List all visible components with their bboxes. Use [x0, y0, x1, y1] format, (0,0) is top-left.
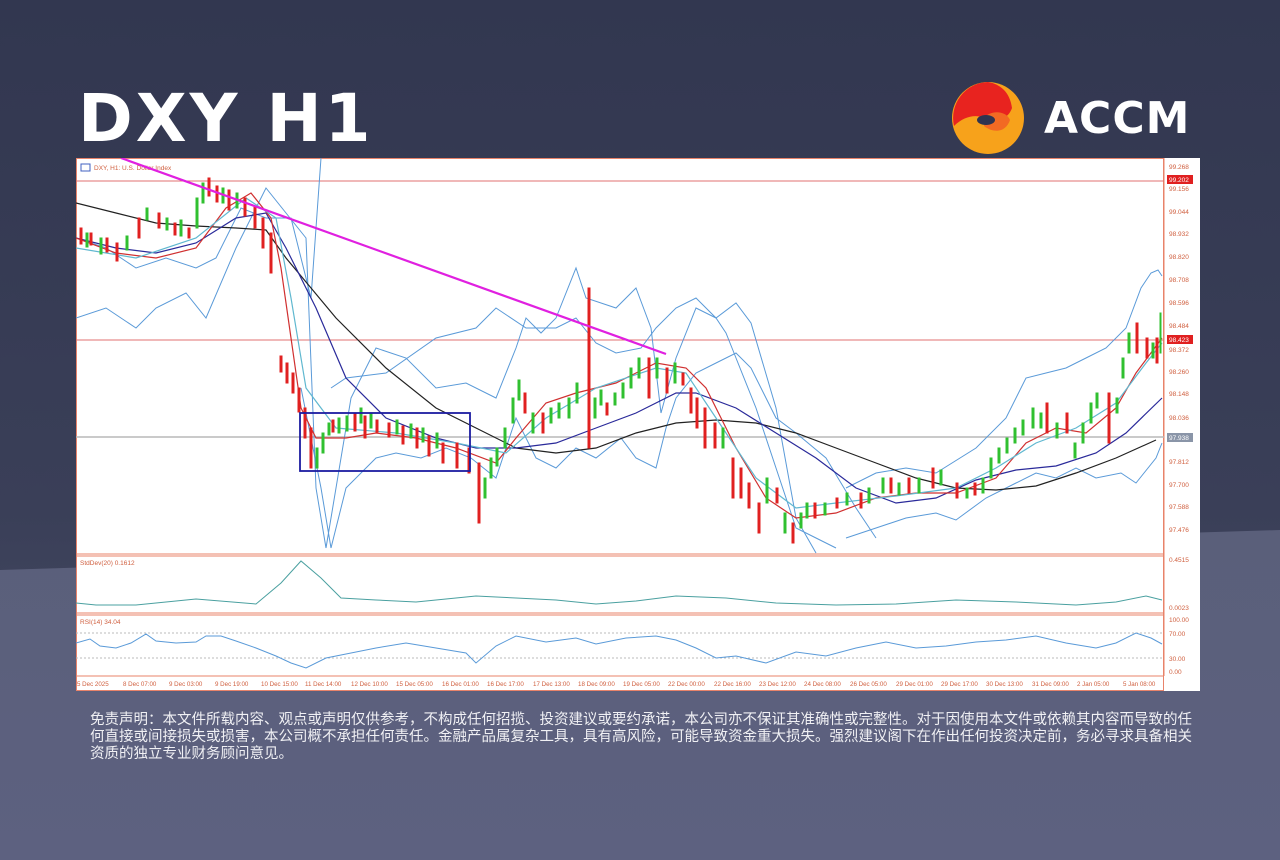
price-label-99202: 99.202 [1167, 175, 1193, 184]
svg-text:98.372: 98.372 [1169, 347, 1189, 354]
page-title: DXY H1 [78, 80, 374, 157]
svg-text:5 Dec 2025: 5 Dec 2025 [77, 681, 109, 688]
svg-text:99.268: 99.268 [1169, 164, 1189, 171]
trendline[interactable] [120, 156, 667, 356]
svg-text:98.820: 98.820 [1169, 254, 1189, 261]
svg-text:97.938: 97.938 [1169, 435, 1189, 442]
svg-text:StdDev(20) 0.1612: StdDev(20) 0.1612 [80, 560, 135, 567]
svg-text:24 Dec 08:00: 24 Dec 08:00 [804, 681, 841, 688]
svg-text:97.812: 97.812 [1169, 459, 1189, 466]
svg-text:19 Dec 05:00: 19 Dec 05:00 [623, 681, 660, 688]
rsi-pane: RSI(14) 34.04 100.00 70.00 30.00 0.00 [75, 617, 1189, 676]
svg-text:29 Dec 01:00: 29 Dec 01:00 [896, 681, 933, 688]
svg-text:0.00: 0.00 [1169, 669, 1182, 676]
svg-text:98.932: 98.932 [1169, 231, 1189, 238]
svg-text:98.423: 98.423 [1169, 337, 1189, 344]
svg-text:29 Dec 17:00: 29 Dec 17:00 [941, 681, 978, 688]
chart-canvas: DXY, H1: U.S. Dollar Index [75, 156, 1193, 691]
svg-text:31 Dec 09:00: 31 Dec 09:00 [1032, 681, 1069, 688]
svg-text:22 Dec 00:00: 22 Dec 00:00 [668, 681, 705, 688]
svg-text:99.044: 99.044 [1169, 209, 1189, 216]
stddev-pane: StdDev(20) 0.1612 0.4515 0.0023 [75, 557, 1189, 612]
svg-text:98.148: 98.148 [1169, 391, 1189, 398]
svg-text:97.476: 97.476 [1169, 527, 1189, 534]
svg-text:70.00: 70.00 [1169, 631, 1186, 638]
svg-text:RSI(14) 34.04: RSI(14) 34.04 [80, 619, 121, 626]
svg-text:12 Dec 10:00: 12 Dec 10:00 [351, 681, 388, 688]
svg-text:2 Jan 05:00: 2 Jan 05:00 [1077, 681, 1110, 688]
candlesticks [79, 177, 1162, 544]
bollinger-bands [75, 157, 1163, 554]
svg-text:0.4515: 0.4515 [1169, 557, 1189, 564]
brand-name: ACCM [1044, 92, 1191, 144]
svg-text:11 Dec 14:00: 11 Dec 14:00 [305, 681, 342, 688]
svg-text:8 Dec 07:00: 8 Dec 07:00 [123, 681, 157, 688]
svg-text:30 Dec 13:00: 30 Dec 13:00 [986, 681, 1023, 688]
svg-text:98.260: 98.260 [1169, 369, 1189, 376]
price-axis: 99.268 99.156 99.044 98.932 98.820 98.70… [1169, 164, 1189, 534]
symbol-label: DXY, H1: U.S. Dollar Index [80, 163, 172, 172]
svg-text:97.700: 97.700 [1169, 482, 1189, 489]
svg-text:9 Dec 19:00: 9 Dec 19:00 [215, 681, 249, 688]
svg-text:30.00: 30.00 [1169, 656, 1186, 663]
svg-text:23 Dec 12:00: 23 Dec 12:00 [759, 681, 796, 688]
svg-text:100.00: 100.00 [1169, 617, 1189, 624]
svg-text:DXY, H1: U.S. Dollar Index: DXY, H1: U.S. Dollar Index [94, 165, 172, 172]
consolidation-box[interactable] [299, 412, 471, 472]
svg-text:98.036: 98.036 [1169, 415, 1189, 422]
svg-text:98.484: 98.484 [1169, 323, 1189, 330]
svg-text:18 Dec 09:00: 18 Dec 09:00 [578, 681, 615, 688]
accm-logo-icon [952, 82, 1024, 154]
svg-text:97.588: 97.588 [1169, 504, 1189, 511]
svg-text:26 Dec 05:00: 26 Dec 05:00 [850, 681, 887, 688]
svg-text:10 Dec 15:00: 10 Dec 15:00 [261, 681, 298, 688]
svg-text:22 Dec 16:00: 22 Dec 16:00 [714, 681, 751, 688]
svg-text:16 Dec 01:00: 16 Dec 01:00 [442, 681, 479, 688]
price-label-98423: 98.423 [1167, 335, 1193, 344]
svg-text:15 Dec 05:00: 15 Dec 05:00 [396, 681, 433, 688]
svg-text:16 Dec 17:00: 16 Dec 17:00 [487, 681, 524, 688]
svg-text:17 Dec 13:00: 17 Dec 13:00 [533, 681, 570, 688]
disclaimer-text: 免责声明：本文件所载内容、观点或声明仅供参考，不构成任何招揽、投资建议或要约承诺… [90, 712, 1192, 762]
svg-text:98.596: 98.596 [1169, 300, 1189, 307]
svg-text:0.0023: 0.0023 [1169, 605, 1189, 612]
svg-text:5 Jan 08:00: 5 Jan 08:00 [1123, 681, 1156, 688]
svg-text:99.156: 99.156 [1169, 186, 1189, 193]
price-chart[interactable]: DXY, H1: U.S. Dollar Index [75, 156, 1200, 691]
svg-text:98.708: 98.708 [1169, 277, 1189, 284]
price-label-current: 97.938 [1167, 433, 1193, 442]
ma-black [75, 202, 1157, 491]
time-axis: 5 Dec 2025 8 Dec 07:00 9 Dec 03:00 9 Dec… [77, 681, 1156, 688]
svg-text:9 Dec 03:00: 9 Dec 03:00 [169, 681, 203, 688]
brand-logo: ACCM [950, 80, 1190, 156]
svg-text:99.202: 99.202 [1169, 177, 1189, 184]
